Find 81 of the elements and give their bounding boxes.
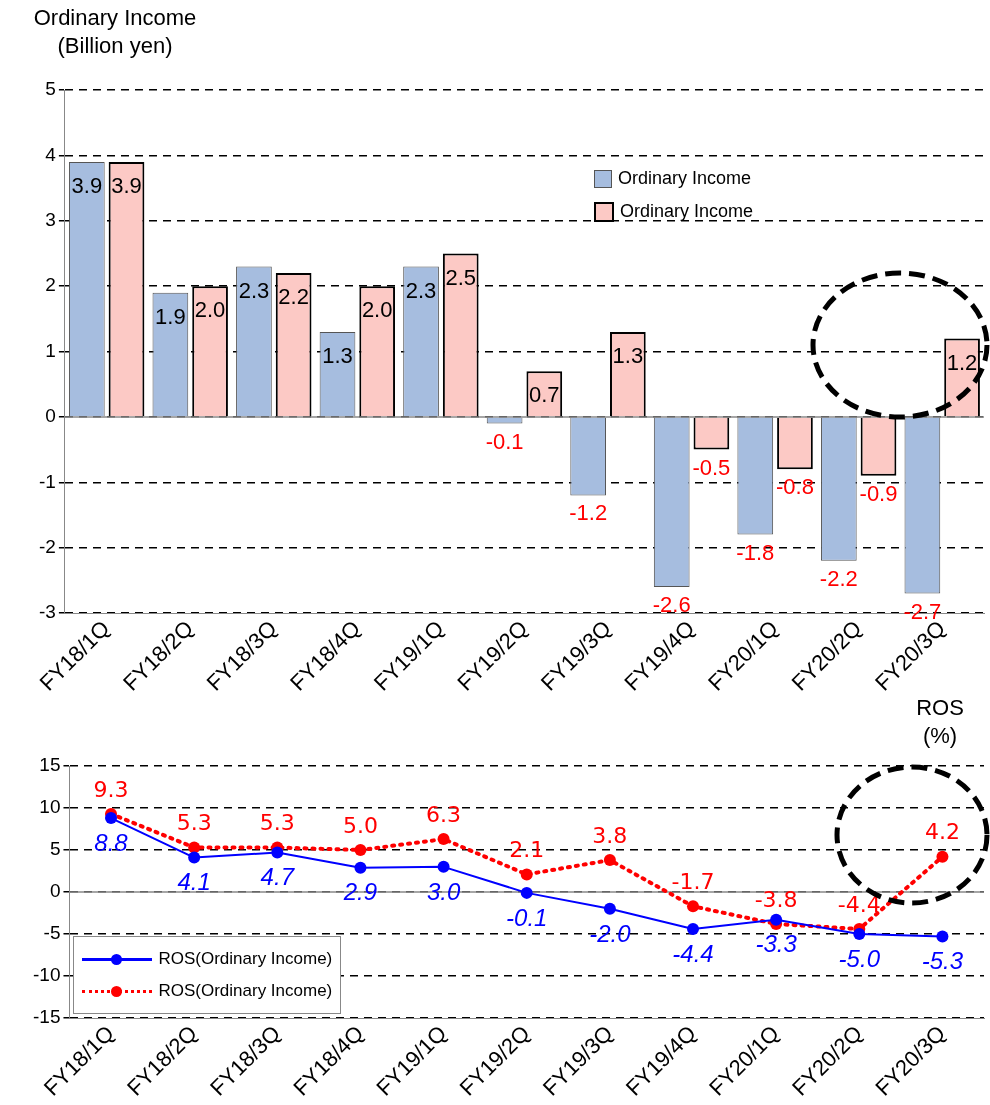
data-label: 2.3 (405, 277, 437, 303)
point (853, 928, 866, 941)
y-tick-label: 2 (45, 274, 56, 296)
data-label: 2.5 (445, 264, 477, 290)
data-label: 1.9 (155, 303, 186, 329)
data-label: 2.2 (278, 284, 309, 310)
y-axis-title: ROS (%) (915, 694, 965, 750)
point (936, 850, 949, 863)
data-label: 0.7 (528, 382, 560, 408)
point (354, 844, 367, 857)
point (188, 841, 201, 854)
point (687, 900, 700, 913)
data-label: -5.0 (838, 944, 881, 972)
data-label: 1.2 (946, 349, 978, 375)
data-label: -1.2 (569, 500, 608, 526)
data-label: -3.8 (754, 886, 798, 912)
data-label: 5.0 (342, 812, 378, 838)
legend-label: Ordinary Income (618, 168, 752, 189)
data-label: -0.9 (859, 480, 898, 506)
data-label: -4.4 (672, 939, 714, 967)
data-label: 2.9 (342, 878, 378, 906)
data-label: 1.3 (612, 342, 644, 368)
data-label: -0.5 (692, 454, 731, 480)
data-label: 3.8 (592, 822, 628, 848)
point (687, 923, 700, 936)
point (437, 860, 450, 873)
legend-label: ROS(Ordinary Income) (158, 981, 333, 1002)
point (603, 902, 616, 915)
point (770, 913, 783, 926)
data-label: 4.2 (924, 819, 960, 845)
y-tick-label: -1 (38, 470, 56, 492)
point (188, 851, 201, 864)
data-label: 3.0 (426, 877, 461, 905)
point (520, 886, 533, 899)
data-label: -1.7 (671, 869, 715, 895)
y-tick-label: 5 (49, 838, 61, 860)
y-tick-label: 0 (49, 880, 61, 902)
y-tick-label: 3 (45, 209, 56, 230)
data-label: 2.0 (361, 297, 393, 323)
y-tick-label: 1 (45, 339, 56, 361)
data-label: 2.0 (194, 297, 226, 323)
data-label: 4.1 (177, 868, 211, 896)
legend-label: ROS(Ordinary Income) (158, 949, 333, 970)
y-tick-label: -2 (38, 535, 56, 557)
point (271, 846, 284, 859)
y-tick-label: -3 (38, 601, 56, 623)
legend-label: Ordinary Income (620, 201, 754, 222)
data-label: 4.7 (260, 863, 296, 891)
data-label: -0.1 (506, 903, 548, 931)
data-label: 6.3 (426, 801, 462, 827)
point (603, 854, 616, 867)
point (936, 930, 949, 943)
point (354, 861, 367, 874)
y-tick-label: 5 (45, 78, 56, 100)
y-tick-label: -5 (43, 922, 61, 944)
data-label: -5.3 (921, 947, 964, 975)
point (520, 868, 533, 881)
y-tick-label: -10 (32, 964, 61, 986)
data-label: -3.3 (755, 930, 798, 958)
data-label: 3.9 (71, 172, 103, 198)
y-tick-label: 0 (45, 405, 56, 427)
data-label: -2.2 (819, 565, 858, 591)
data-label: -0.1 (485, 428, 524, 454)
data-label: 3.9 (111, 172, 142, 198)
point (437, 833, 450, 846)
y-axis-title: Ordinary Income (Billion yen) (32, 4, 198, 60)
data-label: 2.1 (509, 837, 545, 863)
data-label: -4.4 (837, 891, 881, 917)
data-label: -2.0 (589, 919, 632, 947)
y-tick-label: 4 (45, 143, 57, 165)
data-label: 5.3 (176, 810, 212, 836)
data-label: 2.3 (238, 277, 270, 303)
point (105, 812, 118, 825)
y-tick-label: -15 (32, 1006, 61, 1028)
data-label: 5.3 (259, 810, 295, 836)
y-tick-label: 15 (39, 754, 61, 776)
data-label: -2.6 (652, 591, 691, 617)
y-tick-label: 10 (39, 796, 61, 818)
data-label: 1.3 (322, 342, 353, 368)
data-label: 9.3 (93, 776, 129, 802)
data-label: 8.8 (94, 828, 129, 856)
